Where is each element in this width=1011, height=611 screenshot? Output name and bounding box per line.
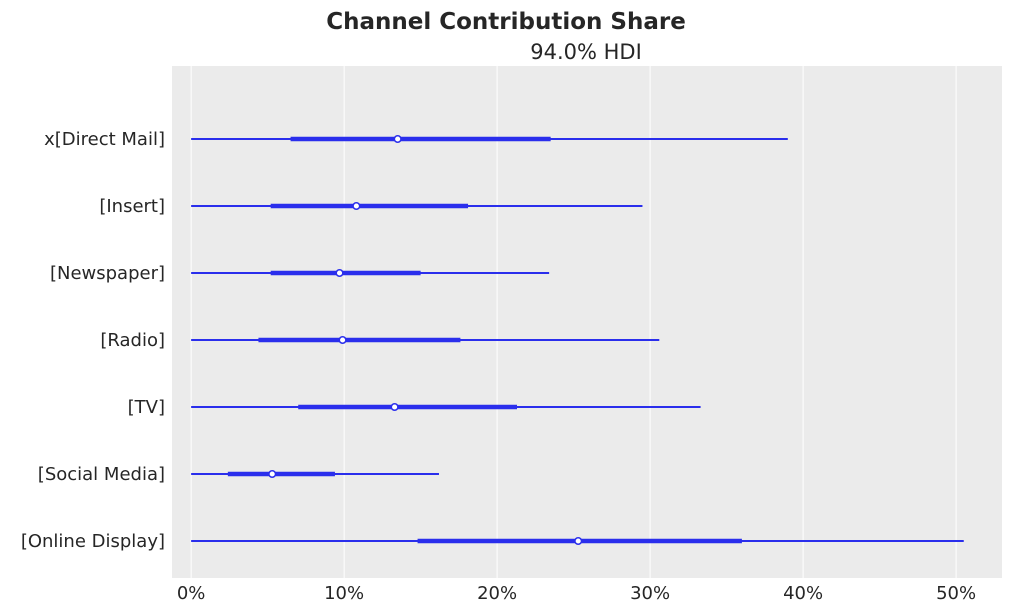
interval-series — [191, 134, 964, 546]
median-point — [268, 469, 277, 479]
median-point — [352, 201, 361, 211]
median-point — [390, 402, 399, 412]
chart-title: Channel Contribution Share — [326, 9, 686, 35]
y-tick-label: [TV] — [128, 397, 165, 418]
y-tick-label: [Online Display] — [21, 531, 165, 552]
y-tick-label: [Social Media] — [38, 464, 165, 485]
x-tick-label: 30% — [630, 583, 670, 604]
x-tick-label: 40% — [783, 583, 823, 604]
x-tick-labels: 0% 10% 20% 30% 40% 50% — [177, 583, 976, 604]
y-tick-label: [Insert] — [99, 196, 165, 217]
y-tick-label: x[Direct Mail] — [44, 129, 165, 150]
median-point — [335, 268, 344, 278]
median-point — [574, 536, 583, 546]
y-tick-label: [Newspaper] — [50, 263, 165, 284]
gridlines — [190, 66, 957, 578]
x-tick-label: 50% — [936, 583, 976, 604]
chart-subtitle: 94.0% HDI — [530, 40, 642, 64]
x-tick-label: 10% — [324, 583, 364, 604]
x-tick-label: 0% — [177, 583, 206, 604]
plot-area — [172, 66, 1002, 578]
y-tick-label: [Radio] — [100, 330, 165, 351]
y-tick-labels: x[Direct Mail] [Insert] [Newspaper] [Radio]… — [21, 129, 165, 552]
x-tick-label: 20% — [477, 583, 517, 604]
median-point — [338, 335, 347, 345]
median-point — [393, 134, 402, 144]
